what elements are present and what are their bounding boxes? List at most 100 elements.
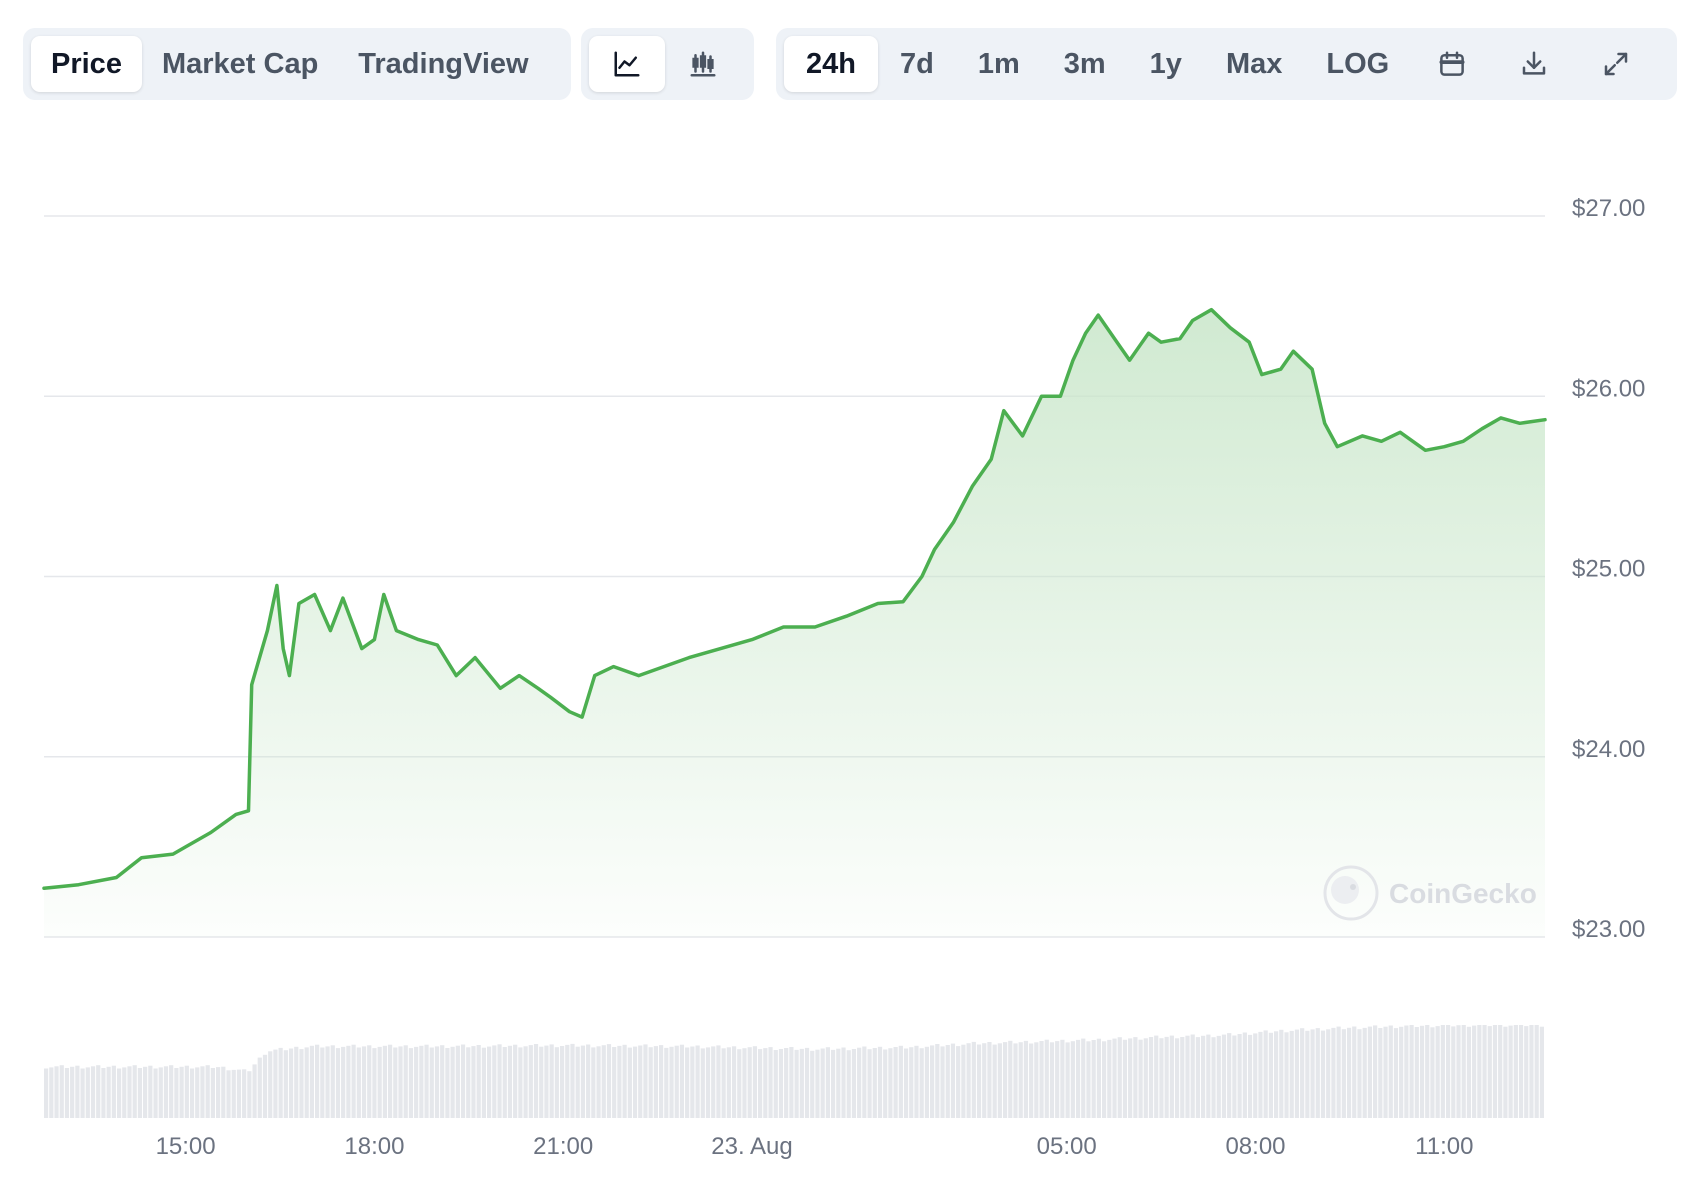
volume-bar [111, 1065, 116, 1118]
volume-bar [513, 1044, 518, 1118]
range-7d[interactable]: 7d [899, 47, 934, 80]
volume-bar [1112, 1038, 1117, 1118]
volume-bar [716, 1045, 721, 1118]
volume-bar [184, 1065, 189, 1118]
volume-bar [403, 1045, 408, 1118]
x-tick-label: 21:00 [533, 1133, 593, 1160]
volume-bar [1008, 1040, 1013, 1118]
volume-bar [825, 1047, 830, 1118]
volume-bar [528, 1045, 533, 1118]
volume-bar [1435, 1026, 1440, 1118]
range-max[interactable]: Max [1225, 47, 1283, 80]
volume-bar [1498, 1025, 1503, 1118]
line-chart-button[interactable] [589, 36, 665, 92]
volume-bar [1201, 1035, 1206, 1118]
volume-bar [1211, 1037, 1216, 1118]
volume-bar [1367, 1026, 1373, 1118]
volume-bar [460, 1044, 466, 1118]
tab-price[interactable]: Price [31, 36, 142, 92]
volume-bar [1451, 1026, 1456, 1118]
volume-bar [283, 1050, 288, 1118]
range-3m[interactable]: 3m [1063, 47, 1106, 80]
volume-bar [492, 1045, 497, 1118]
tab-market-cap[interactable]: Market Cap [161, 47, 319, 80]
volume-bar [1315, 1028, 1320, 1118]
volume-bar [976, 1044, 982, 1118]
volume-bar [1268, 1032, 1273, 1118]
volume-bar [935, 1044, 940, 1118]
volume-bar [804, 1047, 810, 1118]
volume-bar [445, 1048, 450, 1118]
volume-bar [325, 1046, 330, 1118]
volume-bar [919, 1048, 924, 1118]
volume-bar [1221, 1034, 1227, 1118]
volume-bar [523, 1046, 528, 1118]
volume-bar [836, 1048, 841, 1118]
calendar-icon [1439, 51, 1465, 76]
volume-bar [622, 1044, 627, 1118]
volume-bar [481, 1047, 486, 1118]
volume-bar [1529, 1025, 1534, 1118]
volume-bar [273, 1049, 278, 1118]
volume-bar [122, 1067, 127, 1118]
candlestick-button[interactable] [665, 36, 741, 92]
volume-bar [1352, 1026, 1357, 1118]
volume-bar [174, 1068, 179, 1118]
volume-bar [554, 1047, 559, 1118]
volume-bar [1284, 1032, 1289, 1118]
volume-bar [179, 1066, 184, 1118]
volume-bar [424, 1044, 429, 1118]
volume-bar [1357, 1029, 1362, 1118]
volume-bar [705, 1047, 711, 1118]
date-picker-button[interactable] [1411, 36, 1493, 92]
volume-bar [982, 1043, 987, 1118]
volume-bar [1404, 1025, 1409, 1118]
volume-bar [914, 1045, 919, 1118]
volume-bar [398, 1046, 403, 1118]
download-button[interactable] [1493, 36, 1575, 92]
volume-bar [1013, 1043, 1018, 1118]
fullscreen-button[interactable] [1575, 36, 1657, 92]
volume-bar [49, 1067, 54, 1118]
volume-bar [54, 1066, 59, 1118]
x-tick-label: 05:00 [1037, 1133, 1097, 1160]
volume-bar [59, 1065, 64, 1118]
volume-bar [565, 1044, 570, 1118]
x-tick-label: 15:00 [156, 1133, 216, 1160]
volume-bar [956, 1046, 961, 1118]
volume-bar [1378, 1028, 1383, 1118]
volume-bar [867, 1049, 872, 1118]
volume-bar [768, 1047, 773, 1118]
volume-bar [96, 1065, 101, 1118]
volume-bar [148, 1065, 153, 1118]
volume-bar [487, 1046, 492, 1118]
volume-bar [950, 1043, 956, 1118]
volume-bar [893, 1047, 898, 1118]
y-tick-label: $23.00 [1572, 916, 1645, 943]
volume-bar [903, 1048, 909, 1118]
volume-bar [612, 1047, 617, 1118]
range-1m[interactable]: 1m [977, 47, 1020, 80]
tab-tradingview[interactable]: TradingView [358, 47, 529, 80]
x-tick-label: 18:00 [344, 1133, 404, 1160]
volume-bar [679, 1044, 685, 1118]
range-1y[interactable]: 1y [1149, 47, 1182, 80]
volume-bar [1461, 1025, 1466, 1118]
log-scale-toggle[interactable]: LOG [1326, 47, 1390, 80]
volume-bar [544, 1045, 549, 1118]
volume-bar [372, 1048, 377, 1118]
volume-bar [1060, 1039, 1065, 1118]
volume-bar [346, 1045, 351, 1118]
volume-bar [784, 1048, 789, 1118]
volume-bar [450, 1046, 455, 1118]
range-24h[interactable]: 24h [784, 36, 878, 92]
candlestick-icon [690, 51, 716, 77]
volume-bar [731, 1046, 737, 1118]
volume-bar [195, 1067, 200, 1118]
y-tick-label: $27.00 [1572, 195, 1645, 222]
volume-bar [315, 1044, 320, 1118]
volume-bar [262, 1054, 268, 1118]
volume-bar [674, 1045, 679, 1118]
volume-bar [1091, 1040, 1096, 1118]
